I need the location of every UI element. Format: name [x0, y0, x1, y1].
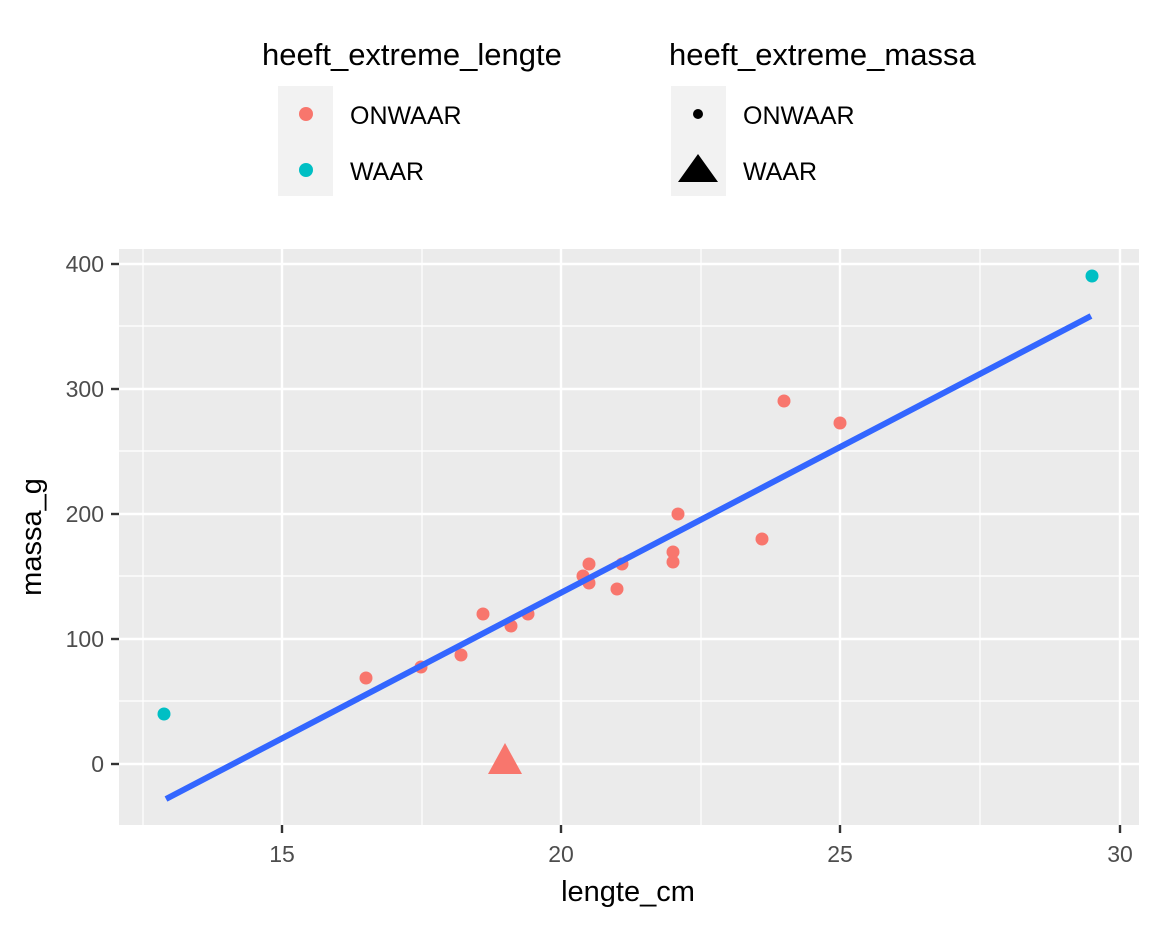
y-axis-title: massa_g — [16, 478, 48, 596]
legend-key-triangle-icon — [678, 154, 718, 182]
legend-extreme-massa: heeft_extreme_massa ONWAAR WAAR — [669, 37, 976, 196]
y-axis: 400 300 200 100 0 massa_g — [16, 251, 119, 777]
legend-label: WAAR — [350, 158, 424, 186]
legend-label: ONWAAR — [350, 102, 462, 130]
y-tick-label: 300 — [66, 376, 104, 402]
data-point — [671, 507, 685, 521]
data-point — [157, 707, 171, 721]
data-point — [833, 416, 847, 430]
x-tick-label: 25 — [827, 841, 853, 867]
legend-label: WAAR — [743, 158, 817, 186]
legend-key-circle-icon — [299, 163, 313, 177]
regression-line — [164, 313, 1093, 802]
data-point — [666, 555, 680, 569]
x-tick-label: 20 — [548, 841, 574, 867]
legend-label: ONWAAR — [743, 102, 855, 130]
x-tick-label: 30 — [1107, 841, 1133, 867]
data-point — [454, 648, 468, 662]
y-tick-label: 0 — [91, 751, 104, 777]
data-point — [755, 532, 769, 546]
data-point — [777, 394, 791, 408]
x-axis-title: lengte_cm — [561, 876, 695, 908]
legend-extreme-lengte: heeft_extreme_lengte ONWAAR WAAR — [262, 37, 562, 196]
data-point — [1085, 269, 1099, 283]
x-tick-label: 15 — [269, 841, 295, 867]
data-point — [476, 607, 490, 621]
legend-title: heeft_extreme_massa — [669, 37, 976, 72]
x-axis: 15 20 25 30 lengte_cm — [269, 825, 1133, 908]
data-point — [610, 582, 624, 596]
legend-key-circle-icon — [299, 107, 313, 121]
plot-panel — [119, 249, 1139, 828]
data-point — [359, 671, 373, 685]
data-point-triangle — [488, 743, 522, 774]
y-tick-label: 400 — [66, 251, 104, 277]
data-point — [666, 545, 680, 559]
y-tick-label: 200 — [66, 501, 104, 527]
legend-title: heeft_extreme_lengte — [262, 37, 562, 72]
y-tick-label: 100 — [66, 626, 104, 652]
legend-key-background — [278, 86, 333, 196]
data-point — [582, 557, 596, 571]
legend-key-dot-icon — [693, 109, 703, 119]
